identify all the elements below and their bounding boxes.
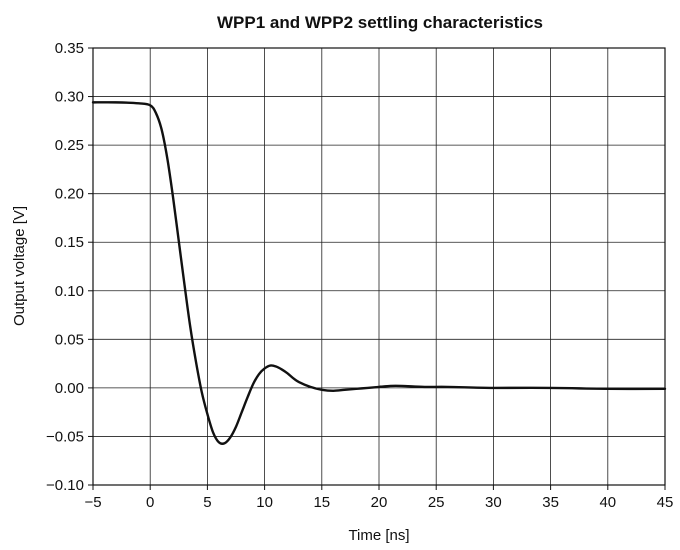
x-tick-label: 35 bbox=[542, 494, 559, 511]
y-tick-label: 0.30 bbox=[55, 89, 84, 106]
x-tick-label: −5 bbox=[84, 494, 101, 511]
x-tick-label: 40 bbox=[599, 494, 616, 511]
series-layer bbox=[91, 101, 667, 445]
y-tick-label: −0.05 bbox=[46, 428, 84, 445]
y-tick-label: 0.00 bbox=[55, 380, 84, 397]
x-tick-label: 20 bbox=[371, 494, 388, 511]
y-tick-label: −0.10 bbox=[46, 477, 84, 494]
axis-ticks: −5 0 5 10 15 20 25 30 35 40 45 −0.10 −0.05 0.00 0.05 0.… bbox=[46, 40, 673, 511]
grid-lines bbox=[92, 47, 666, 486]
y-tick-label: 0.35 bbox=[55, 40, 84, 57]
y-tick-label: 0.05 bbox=[55, 331, 84, 348]
series-line bbox=[91, 101, 667, 445]
chart-title: WPP1 and WPP2 settling characteristics bbox=[217, 13, 543, 32]
x-tick-label: 0 bbox=[146, 494, 154, 511]
x-axis-label: Time [ns] bbox=[348, 527, 409, 544]
y-tick-label: 0.15 bbox=[55, 234, 84, 251]
x-tick-label: 45 bbox=[657, 494, 674, 511]
x-tick-label: 10 bbox=[256, 494, 273, 511]
y-axis-label: Output voltage [V] bbox=[11, 206, 28, 326]
y-tick-label: 0.10 bbox=[55, 283, 84, 300]
x-tick-label: 30 bbox=[485, 494, 502, 511]
x-tick-label: 15 bbox=[313, 494, 330, 511]
x-tick-label: 5 bbox=[203, 494, 211, 511]
y-tick-label: 0.25 bbox=[55, 137, 84, 154]
x-tick-label: 25 bbox=[428, 494, 445, 511]
y-tick-label: 0.20 bbox=[55, 186, 84, 203]
